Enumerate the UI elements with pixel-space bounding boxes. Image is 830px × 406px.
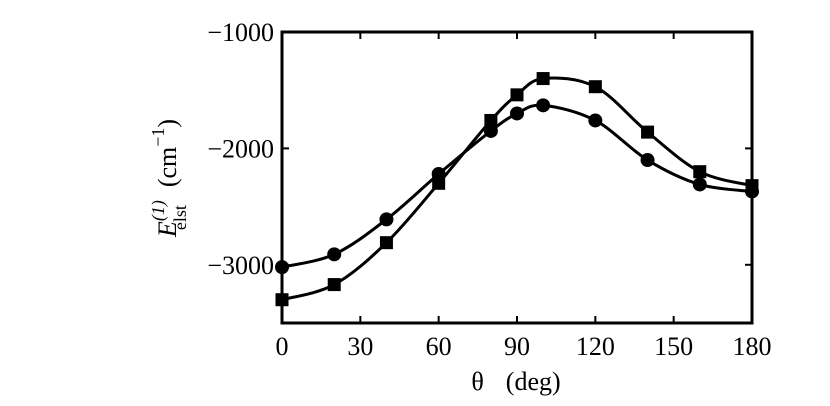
data-point-square [510,88,524,102]
data-point-square [641,125,655,139]
data-point-circle [275,260,289,275]
y-axis-subscript: elst [170,205,190,230]
y-tick-label: −2000 [207,134,274,163]
y-axis-label: E(1) elst (cm−1) [148,119,190,238]
data-point-circle [379,212,394,227]
y-axis-unit-close: ) [153,119,182,128]
y-axis-symbol: E [153,221,182,238]
y-axis-unit-exponent: −1 [148,128,168,147]
x-tick-label: 30 [347,332,373,361]
y-tick-label: −1000 [207,18,274,47]
axis-layer: 0 30 60 90 120 150 180 −1000 −2000 −3000 [207,18,771,361]
x-tick-label: 60 [426,332,452,361]
x-axis-unit: (deg) [506,367,561,396]
x-tick-label: 120 [576,332,615,361]
data-point-square [275,293,289,307]
y-axis-unit-open: (cm [153,147,182,187]
data-point-circle [588,113,603,128]
data-point-circle [431,167,446,182]
x-tick-label: 150 [654,332,693,361]
series-line-circle [281,103,753,269]
data-point-square [484,113,498,127]
x-tick-label: 90 [504,332,530,361]
data-point-circle [327,247,342,262]
data-point-circle [745,184,759,199]
data-point-square [536,72,550,86]
series-layer [275,72,759,307]
data-point-circle [640,153,655,168]
data-point-square [379,236,393,250]
data-point-circle [692,177,707,192]
data-point-circle [483,123,498,138]
data-point-square [693,165,707,179]
y-tick-label: −3000 [207,251,274,280]
x-tick-label: 180 [733,332,772,361]
data-point-square [588,80,602,94]
data-point-square [327,278,341,292]
y-axis-superscript: (1) [148,200,169,221]
x-axis-label: θ (deg) [471,367,560,396]
data-point-circle [536,98,551,113]
svg-text:E(1)elst(cm−1): E(1) elst (cm−1) [148,119,190,238]
data-point-circle [510,106,524,121]
x-axis-symbol: θ [471,367,483,396]
x-tick-label: 0 [276,332,289,361]
